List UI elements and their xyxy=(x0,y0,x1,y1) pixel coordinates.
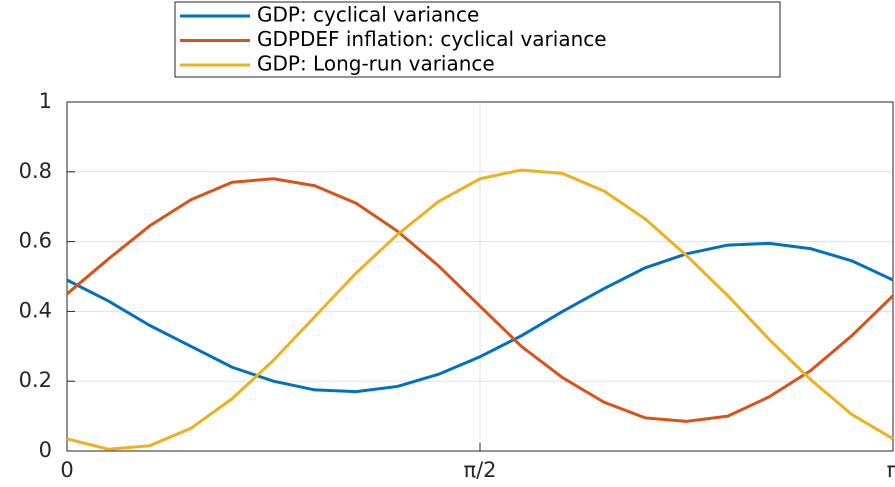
legend-label: GDP: cyclical variance xyxy=(257,3,479,27)
x-tick-label: π xyxy=(887,458,895,482)
legend-label: GDP: Long-run variance xyxy=(257,52,495,76)
y-tick-label: 0.2 xyxy=(19,368,52,392)
y-tick-label: 0.4 xyxy=(19,298,52,322)
plot-frame xyxy=(66,101,894,452)
legend-box xyxy=(174,1,781,78)
legend-label: GDPDEF inflation: cyclical variance xyxy=(257,27,607,51)
y-tick-label: 0.8 xyxy=(19,159,52,183)
line-series xyxy=(66,177,895,423)
line-series xyxy=(66,168,894,451)
line-series xyxy=(66,241,894,394)
y-tick-label: 1 xyxy=(39,89,52,113)
y-tick-label: 0 xyxy=(39,438,52,462)
x-tick-label: 0 xyxy=(60,458,73,482)
y-tick-label: 0.6 xyxy=(19,229,52,253)
x-tick-label: π/2 xyxy=(463,458,496,482)
